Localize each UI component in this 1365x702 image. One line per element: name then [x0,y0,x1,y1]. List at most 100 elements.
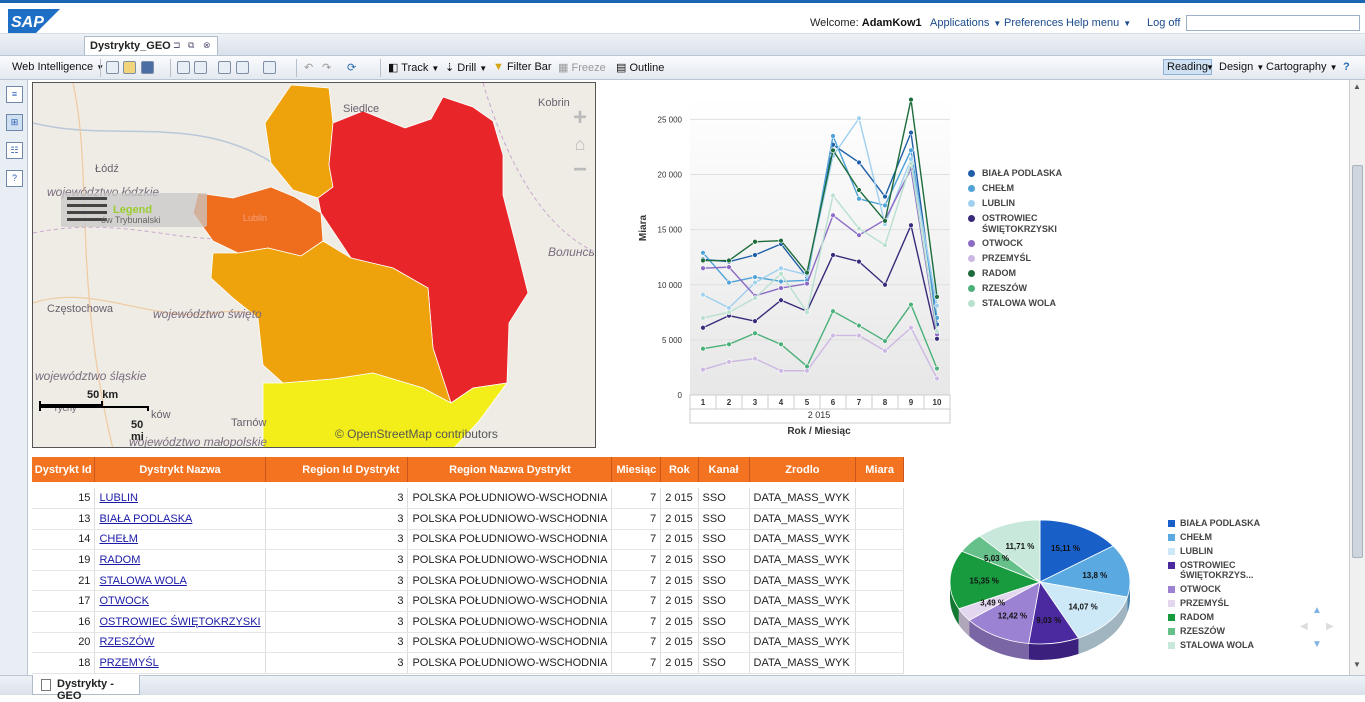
district-link[interactable]: OTWOCK [99,595,149,608]
col-miara[interactable]: Miara [855,457,904,482]
data-point[interactable] [726,279,732,286]
series-line-5[interactable] [702,326,938,379]
log-off-link[interactable]: Log off [1147,17,1181,29]
district-link[interactable]: OSTROWIEC ŚWIĘTOKRZYSKI [99,615,261,628]
data-point[interactable] [856,225,862,232]
data-point[interactable] [700,366,706,373]
data-point[interactable] [752,318,758,324]
save-icon[interactable] [141,61,154,74]
report-tab[interactable]: Dystrykty - GEO [32,675,140,702]
find-icon[interactable] [194,61,207,74]
scroll-up-icon[interactable]: ▲ [1353,82,1361,91]
outline-button[interactable]: ▤ Outline [616,61,664,74]
data-point[interactable] [778,297,784,303]
help-icon[interactable]: ? [1343,61,1350,73]
col-zrodlo[interactable]: Zrodlo [749,457,857,482]
report-map-icon[interactable]: ⊞ [6,114,23,131]
data-point[interactable] [752,274,758,280]
table-row[interactable]: 20 RZESZÓW 3 POLSKA POŁUDNIOWO-WSCHODNIA 7 2 … [32,632,904,654]
history-icon[interactable] [218,61,231,74]
data-point[interactable] [856,332,862,339]
input-controls-icon[interactable]: ☷ [6,142,23,159]
data-point[interactable] [882,282,888,288]
data-point[interactable] [882,193,888,200]
legend-item[interactable]: OSTROWIEC ŚWIĘTOKRZYSKI [968,213,1078,238]
district-link[interactable]: STALOWA WOLA [99,574,187,587]
data-point[interactable] [804,280,810,287]
data-point[interactable] [882,202,888,209]
data-point[interactable] [908,325,914,331]
map-legend[interactable]: Legend ów Trybunalski [61,193,207,227]
web-intelligence-menu[interactable]: Web Intelligence ▼ [12,61,104,73]
send-icon[interactable] [263,61,276,74]
data-point[interactable] [934,336,940,342]
pie-legend-item[interactable]: OTWOCK [1168,584,1268,594]
data-point[interactable] [934,328,940,334]
legend-item[interactable]: STALOWA WOLA [968,298,1078,313]
series-line-7[interactable] [702,303,938,369]
district-link[interactable]: LUBLIN [99,492,138,505]
col-dystrykt-nazwa[interactable]: Dystrykt Nazwa [94,457,266,482]
data-point[interactable] [856,232,862,238]
data-point[interactable] [778,265,784,271]
data-point[interactable] [830,147,836,153]
pager-down-icon[interactable]: ▼ [1312,639,1322,650]
legend-item[interactable]: OTWOCK [968,238,1078,253]
col-miesiac[interactable]: Miesiąc [611,457,662,482]
reading-dropdown[interactable]: ▼ [1206,61,1214,73]
data-point[interactable] [778,271,784,277]
pie-slice[interactable] [1039,581,1128,639]
data-point[interactable] [934,303,940,309]
data-point[interactable] [856,322,862,329]
data-point[interactable] [726,305,732,311]
pie-slice[interactable] [949,550,1042,610]
redo-icon[interactable]: ↷ [322,62,332,74]
table-row[interactable]: 17 OTWOCK 3 POLSKA POŁUDNIOWO-WSCHODNIA 7 2 0… [32,590,904,613]
legend-item[interactable]: LUBLIN [968,198,1078,213]
data-point[interactable] [934,294,940,300]
table-row[interactable]: 16 OSTROWIEC ŚWIĘTOKRZYSKI 3 POLSKA POŁUDNI… [32,611,904,633]
legend-item[interactable]: CHEŁM [968,183,1078,198]
data-point[interactable] [726,309,732,316]
pie-slice[interactable] [978,519,1041,583]
data-point[interactable] [752,295,758,301]
pie-legend-item[interactable]: OSTROWIEC ŚWIĘTOKRZYS... [1168,560,1268,580]
data-point[interactable] [856,187,862,193]
pie-legend-item[interactable]: CHEŁM [1168,532,1268,542]
table-row[interactable]: 21 STALOWA WOLA 3 POLSKA POŁUDNIOWO-WSCHODN… [32,570,904,592]
data-point[interactable] [856,115,862,122]
data-point[interactable] [908,96,914,103]
data-point[interactable] [700,325,706,331]
data-point[interactable] [934,375,940,382]
table-row[interactable]: 14 CHEŁM 3 POLSKA POŁUDNIOWO-WSCHODNIA 7 2 01… [32,529,904,551]
close-icon[interactable]: ⊗ [203,40,211,50]
data-point[interactable] [726,341,732,347]
data-point[interactable] [882,338,888,344]
table-row[interactable]: 13 BIAŁA PODLASKA 3 POLSKA POŁUDNIOWO-WSCHO… [32,508,904,530]
district-link[interactable]: RADOM [99,554,141,567]
zoom-in-icon[interactable]: + [572,104,587,131]
scroll-down-icon[interactable]: ▼ [1353,660,1361,669]
data-point[interactable] [752,239,758,245]
legend-item[interactable]: PRZEMYŚL [968,253,1078,268]
vertical-scrollbar[interactable]: ▲ ▼ [1349,80,1365,675]
pie-legend-item[interactable]: LUBLIN [1168,546,1268,556]
series-line-6[interactable] [703,99,938,297]
series-line-2[interactable] [702,116,938,309]
data-point[interactable] [726,257,732,264]
table-row[interactable]: 15 LUBLIN 3 POLSKA POŁUDNIOWO-WSCHODNIA 7 2 0… [32,488,904,510]
data-point[interactable] [804,363,810,370]
export-icon[interactable] [236,61,249,74]
col-region-nazwa[interactable]: Region Nazwa Dystrykt [407,457,613,482]
reading-mode-button[interactable]: Reading [1163,59,1212,75]
data-point[interactable] [778,237,784,244]
refresh-icon[interactable]: ⟳ [347,62,357,74]
print-icon[interactable] [177,61,190,74]
series-line-8[interactable] [702,163,938,332]
series-line-3[interactable] [702,223,938,339]
drill-button[interactable]: ⇣ Drill ▼ [445,61,487,74]
data-point[interactable] [908,129,914,136]
data-point[interactable] [908,222,914,228]
pin-icon[interactable]: ⊐ [173,40,181,50]
document-tab[interactable]: Dystrykty_GEO ⊐ ⧉ ⊗ [84,36,218,55]
